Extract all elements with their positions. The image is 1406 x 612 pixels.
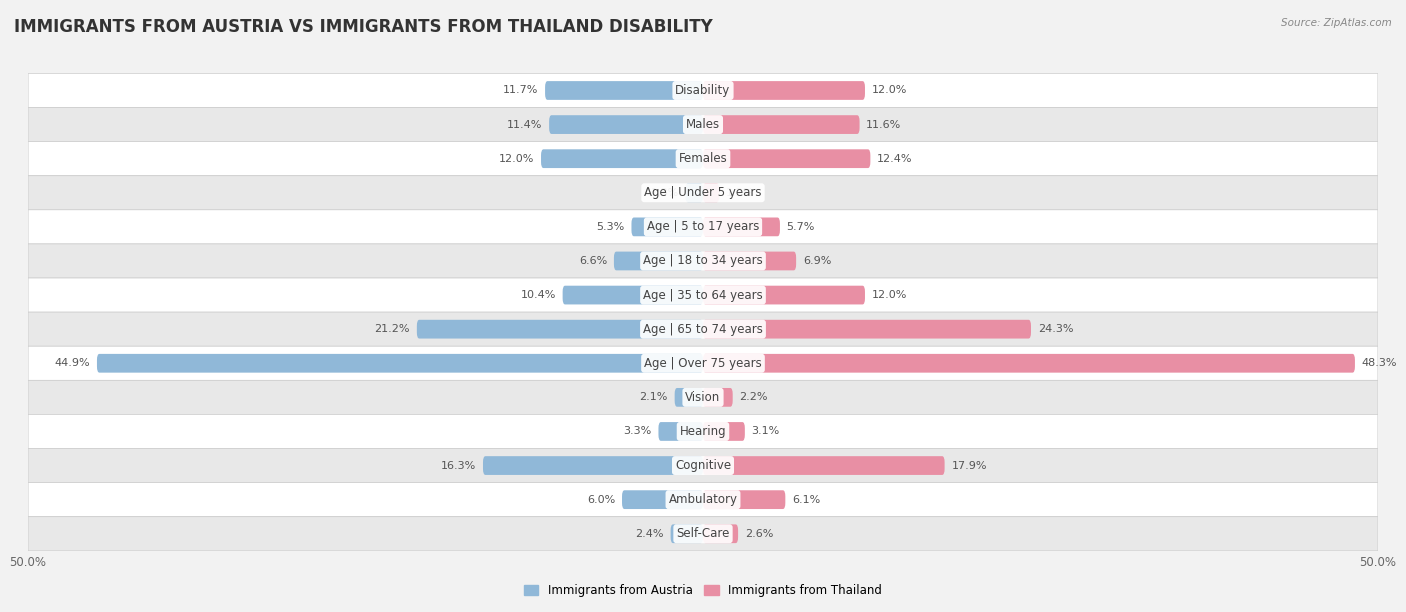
Text: Age | Under 5 years: Age | Under 5 years [644,186,762,200]
FancyBboxPatch shape [675,388,703,407]
Legend: Immigrants from Austria, Immigrants from Thailand: Immigrants from Austria, Immigrants from… [519,580,887,602]
FancyBboxPatch shape [703,422,745,441]
Text: 6.6%: 6.6% [579,256,607,266]
Text: 11.4%: 11.4% [508,119,543,130]
Text: 44.9%: 44.9% [55,358,90,368]
FancyBboxPatch shape [686,184,703,202]
FancyBboxPatch shape [703,115,859,134]
Text: 21.2%: 21.2% [374,324,411,334]
Text: 2.4%: 2.4% [636,529,664,539]
FancyBboxPatch shape [703,524,738,543]
Text: Vision: Vision [685,391,721,404]
FancyBboxPatch shape [28,210,1378,244]
FancyBboxPatch shape [28,380,1378,414]
Text: 12.0%: 12.0% [872,86,907,95]
FancyBboxPatch shape [703,354,1355,373]
FancyBboxPatch shape [703,184,720,202]
Text: 1.2%: 1.2% [725,188,755,198]
Text: 2.6%: 2.6% [745,529,773,539]
Text: 6.9%: 6.9% [803,256,831,266]
FancyBboxPatch shape [28,244,1378,278]
FancyBboxPatch shape [28,141,1378,176]
FancyBboxPatch shape [28,312,1378,346]
Text: Age | 65 to 74 years: Age | 65 to 74 years [643,323,763,335]
Text: Disability: Disability [675,84,731,97]
Text: 12.4%: 12.4% [877,154,912,163]
FancyBboxPatch shape [416,320,703,338]
FancyBboxPatch shape [28,108,1378,141]
Text: IMMIGRANTS FROM AUSTRIA VS IMMIGRANTS FROM THAILAND DISABILITY: IMMIGRANTS FROM AUSTRIA VS IMMIGRANTS FR… [14,18,713,36]
Text: 6.0%: 6.0% [588,494,616,505]
FancyBboxPatch shape [28,483,1378,517]
FancyBboxPatch shape [28,517,1378,551]
Text: 2.2%: 2.2% [740,392,768,402]
FancyBboxPatch shape [703,217,780,236]
Text: 17.9%: 17.9% [952,461,987,471]
Text: Males: Males [686,118,720,131]
FancyBboxPatch shape [550,115,703,134]
Text: Hearing: Hearing [679,425,727,438]
FancyBboxPatch shape [28,73,1378,108]
FancyBboxPatch shape [28,278,1378,312]
Text: Cognitive: Cognitive [675,459,731,472]
FancyBboxPatch shape [541,149,703,168]
FancyBboxPatch shape [703,81,865,100]
FancyBboxPatch shape [97,354,703,373]
FancyBboxPatch shape [703,252,796,271]
Text: 24.3%: 24.3% [1038,324,1073,334]
FancyBboxPatch shape [621,490,703,509]
Text: Ambulatory: Ambulatory [668,493,738,506]
Text: 5.7%: 5.7% [787,222,815,232]
Text: 16.3%: 16.3% [441,461,477,471]
Text: 5.3%: 5.3% [596,222,624,232]
Text: Age | 35 to 64 years: Age | 35 to 64 years [643,289,763,302]
FancyBboxPatch shape [562,286,703,304]
FancyBboxPatch shape [484,456,703,475]
FancyBboxPatch shape [614,252,703,271]
FancyBboxPatch shape [703,286,865,304]
Text: 3.1%: 3.1% [752,427,780,436]
Text: Source: ZipAtlas.com: Source: ZipAtlas.com [1281,18,1392,28]
Text: 12.0%: 12.0% [499,154,534,163]
FancyBboxPatch shape [658,422,703,441]
Text: 2.1%: 2.1% [640,392,668,402]
Text: 11.7%: 11.7% [503,86,538,95]
FancyBboxPatch shape [703,388,733,407]
FancyBboxPatch shape [28,346,1378,380]
FancyBboxPatch shape [28,414,1378,449]
FancyBboxPatch shape [703,320,1031,338]
Text: Age | 5 to 17 years: Age | 5 to 17 years [647,220,759,233]
Text: Self-Care: Self-Care [676,528,730,540]
Text: 6.1%: 6.1% [792,494,820,505]
FancyBboxPatch shape [546,81,703,100]
Text: 12.0%: 12.0% [872,290,907,300]
FancyBboxPatch shape [631,217,703,236]
FancyBboxPatch shape [28,176,1378,210]
Text: Age | 18 to 34 years: Age | 18 to 34 years [643,255,763,267]
Text: 11.6%: 11.6% [866,119,901,130]
FancyBboxPatch shape [28,449,1378,483]
FancyBboxPatch shape [703,149,870,168]
FancyBboxPatch shape [671,524,703,543]
FancyBboxPatch shape [703,456,945,475]
Text: Age | Over 75 years: Age | Over 75 years [644,357,762,370]
Text: Females: Females [679,152,727,165]
FancyBboxPatch shape [703,490,786,509]
Text: 10.4%: 10.4% [520,290,555,300]
Text: 48.3%: 48.3% [1361,358,1398,368]
Text: 3.3%: 3.3% [623,427,652,436]
Text: 1.3%: 1.3% [651,188,679,198]
